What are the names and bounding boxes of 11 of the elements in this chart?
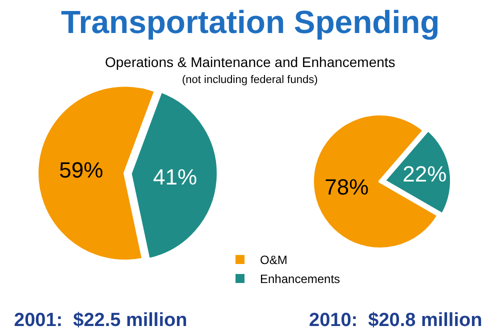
chart-title: Transportation Spending [61, 4, 440, 40]
data-label: 41% [152, 164, 198, 190]
chart-subtitle: Operations & Maintenance and Enhancements [105, 54, 396, 70]
data-label: 59% [59, 157, 104, 182]
text: (not including federal funds) [182, 74, 318, 86]
text: 2001: $22.5 million [14, 310, 188, 331]
data-label: 22% [402, 161, 447, 186]
data-label: 78% [324, 174, 369, 200]
legend-label: O&M [260, 253, 288, 268]
text: 2010: $20.8 million [309, 310, 482, 331]
legend-label: Enhancements [260, 272, 340, 286]
